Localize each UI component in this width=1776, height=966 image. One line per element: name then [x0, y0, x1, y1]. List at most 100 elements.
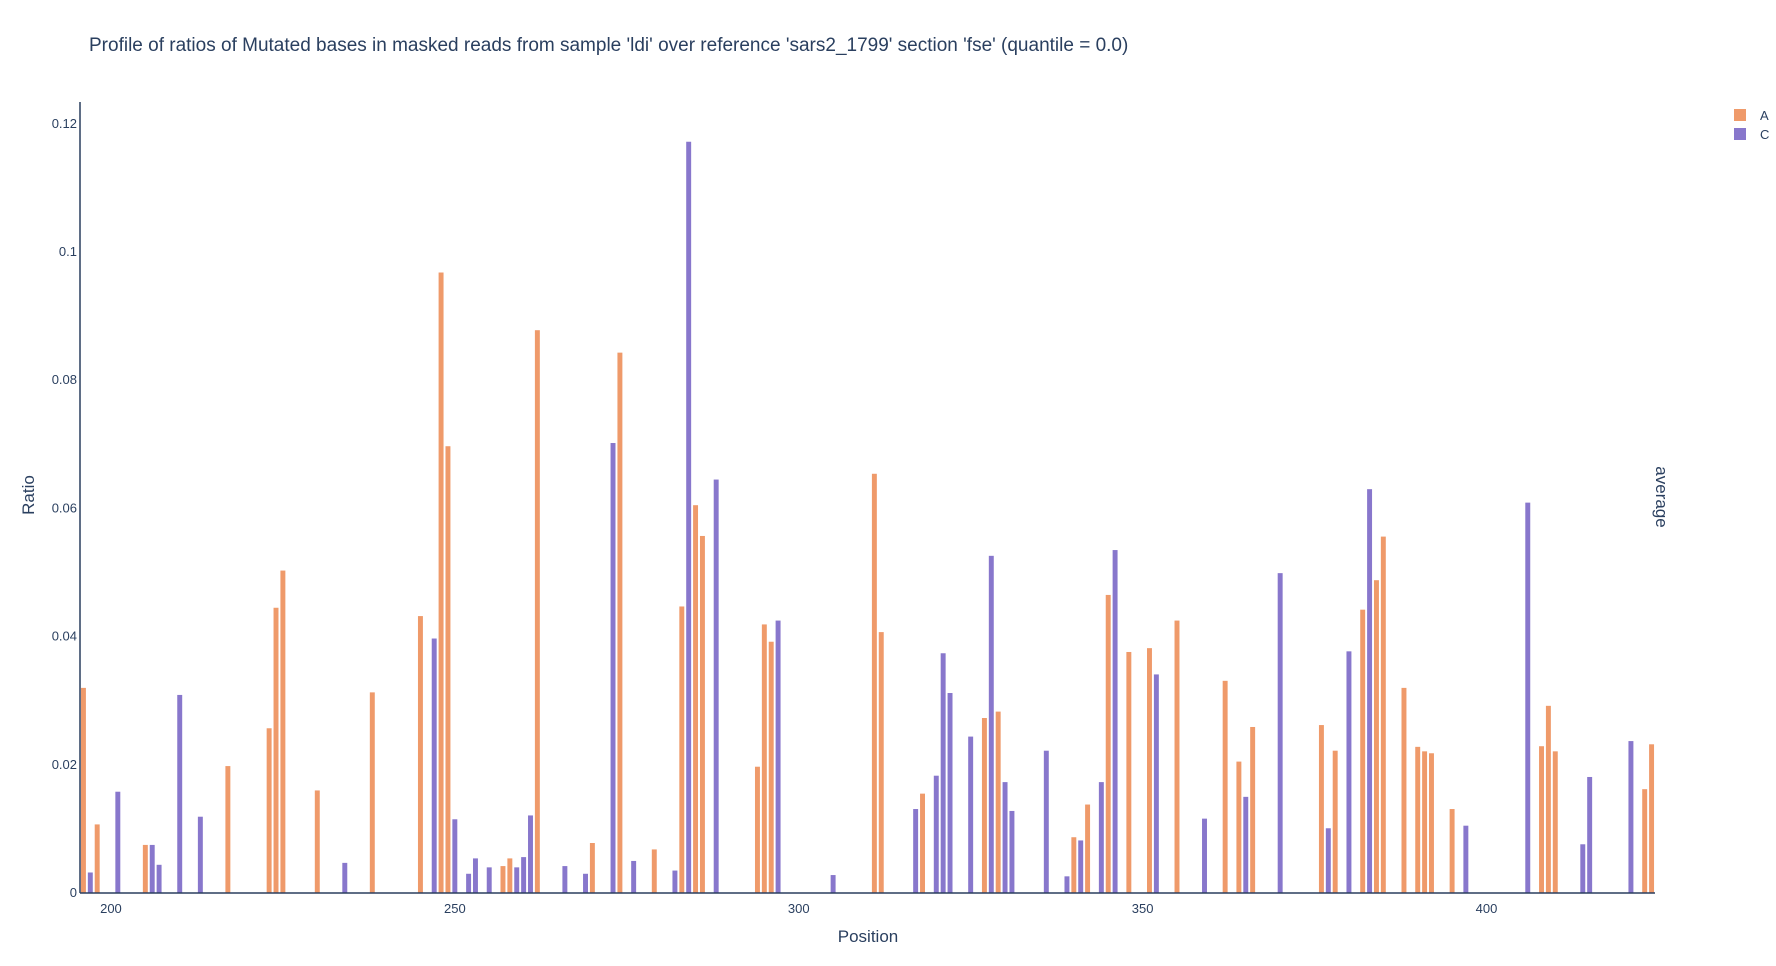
bar-a-257	[500, 866, 506, 893]
bar-a-196	[80, 687, 86, 893]
bar-c-322	[947, 693, 953, 893]
bar-a-355	[1174, 620, 1180, 893]
bar-a-364	[1236, 761, 1242, 893]
bar-c-336	[1043, 750, 1049, 893]
bar-c-317	[913, 809, 919, 893]
bar-a-224	[273, 607, 279, 893]
bar-c-321	[940, 653, 946, 893]
bar-a-249	[445, 446, 451, 893]
bar-c-330	[1002, 782, 1008, 893]
bar-c-261	[528, 815, 533, 893]
bar-c-253	[472, 858, 478, 893]
y-tick-label: 0.04	[52, 629, 77, 644]
bar-a-395	[1449, 809, 1455, 893]
bar-c-377	[1325, 828, 1331, 893]
legend-label-a: A	[1760, 108, 1769, 123]
bar-a-318	[920, 793, 925, 893]
bar-a-391	[1422, 751, 1428, 893]
bar-a-424	[1649, 744, 1655, 893]
bar-a-382	[1360, 609, 1366, 893]
bar-a-311	[871, 473, 877, 893]
legend-item-c[interactable]: C	[1734, 127, 1769, 142]
bar-a-351	[1147, 648, 1152, 893]
average-label: average	[1652, 466, 1671, 527]
bar-c-288	[713, 479, 719, 893]
bar-a-223	[266, 728, 272, 893]
bar-a-340	[1071, 837, 1077, 893]
bar-c-346	[1112, 550, 1118, 893]
bar-a-217	[225, 766, 231, 893]
x-axis-title: Position	[838, 927, 898, 946]
y-tick-label: 0.06	[52, 500, 77, 515]
bar-a-390	[1415, 746, 1421, 893]
y-tick-label: 0.08	[52, 372, 77, 387]
bar-c-359	[1202, 818, 1207, 893]
bar-c-352	[1153, 674, 1159, 893]
bar-c-250	[452, 819, 458, 893]
bar-a-294	[754, 766, 760, 893]
x-tick-label: 300	[788, 901, 810, 916]
legend-swatch-c	[1734, 128, 1746, 140]
bar-a-385	[1380, 536, 1386, 893]
y-tick-label: 0.1	[59, 244, 77, 259]
legend-item-a[interactable]: A	[1734, 108, 1769, 123]
bar-a-295	[761, 624, 767, 893]
bar-a-410	[1552, 751, 1558, 893]
bar-a-225	[280, 570, 286, 893]
plot-area	[80, 141, 1655, 894]
bar-c-341	[1078, 840, 1084, 893]
bar-c-320	[933, 775, 939, 893]
legend[interactable]: A C	[1734, 108, 1769, 142]
bar-c-383	[1367, 489, 1373, 893]
bar-a-238	[369, 692, 375, 893]
bar-a-378	[1332, 750, 1338, 893]
bar-a-270	[589, 843, 595, 893]
bar-c-331	[1009, 810, 1015, 893]
bar-c-269	[583, 873, 588, 893]
bar-a-205	[142, 844, 148, 893]
bar-c-259	[514, 867, 520, 893]
bar-a-245	[417, 616, 423, 893]
bar-a-285	[693, 505, 699, 893]
x-tick-label: 350	[1132, 901, 1154, 916]
bar-a-230	[314, 790, 320, 893]
y-tick-label: 0.12	[52, 116, 77, 131]
bar-c-380	[1346, 651, 1352, 893]
bar-a-392	[1429, 753, 1434, 893]
series-c-bars	[87, 141, 1634, 894]
bar-a-409	[1545, 705, 1551, 893]
bar-a-198	[94, 824, 100, 893]
bar-a-423	[1642, 789, 1648, 893]
bar-c-415	[1587, 776, 1593, 893]
bar-a-296	[768, 641, 774, 893]
bar-c-406	[1525, 502, 1531, 893]
bar-c-414	[1580, 844, 1586, 893]
legend-label-c: C	[1760, 127, 1769, 142]
bar-a-362	[1222, 680, 1228, 893]
bar-a-384	[1373, 580, 1379, 893]
bar-a-329	[995, 711, 1001, 893]
y-ticks: 0 0.02 0.04 0.06 0.08 0.1 0.12	[52, 116, 77, 900]
bar-c-305	[830, 875, 836, 893]
bar-a-348	[1126, 651, 1132, 893]
bar-c-260	[521, 857, 527, 893]
bar-c-247	[431, 638, 437, 893]
series-a-bars	[80, 272, 1655, 893]
x-tick-label: 250	[444, 901, 466, 916]
bar-c-370	[1277, 573, 1283, 893]
x-tick-label: 200	[100, 901, 122, 916]
bar-c-207	[156, 864, 162, 893]
bar-a-274	[617, 352, 623, 893]
bar-c-197	[87, 872, 93, 893]
bar-c-339	[1064, 876, 1070, 893]
bar-a-327	[981, 718, 987, 893]
bar-c-421	[1628, 741, 1634, 893]
bar-c-344	[1098, 782, 1104, 893]
bar-a-262	[534, 330, 540, 893]
bar-c-397	[1463, 825, 1469, 893]
bar-a-345	[1105, 594, 1111, 893]
bar-a-279	[651, 849, 657, 893]
bar-c-252	[466, 873, 472, 893]
bar-c-282	[672, 870, 678, 893]
bar-c-276	[631, 860, 637, 893]
